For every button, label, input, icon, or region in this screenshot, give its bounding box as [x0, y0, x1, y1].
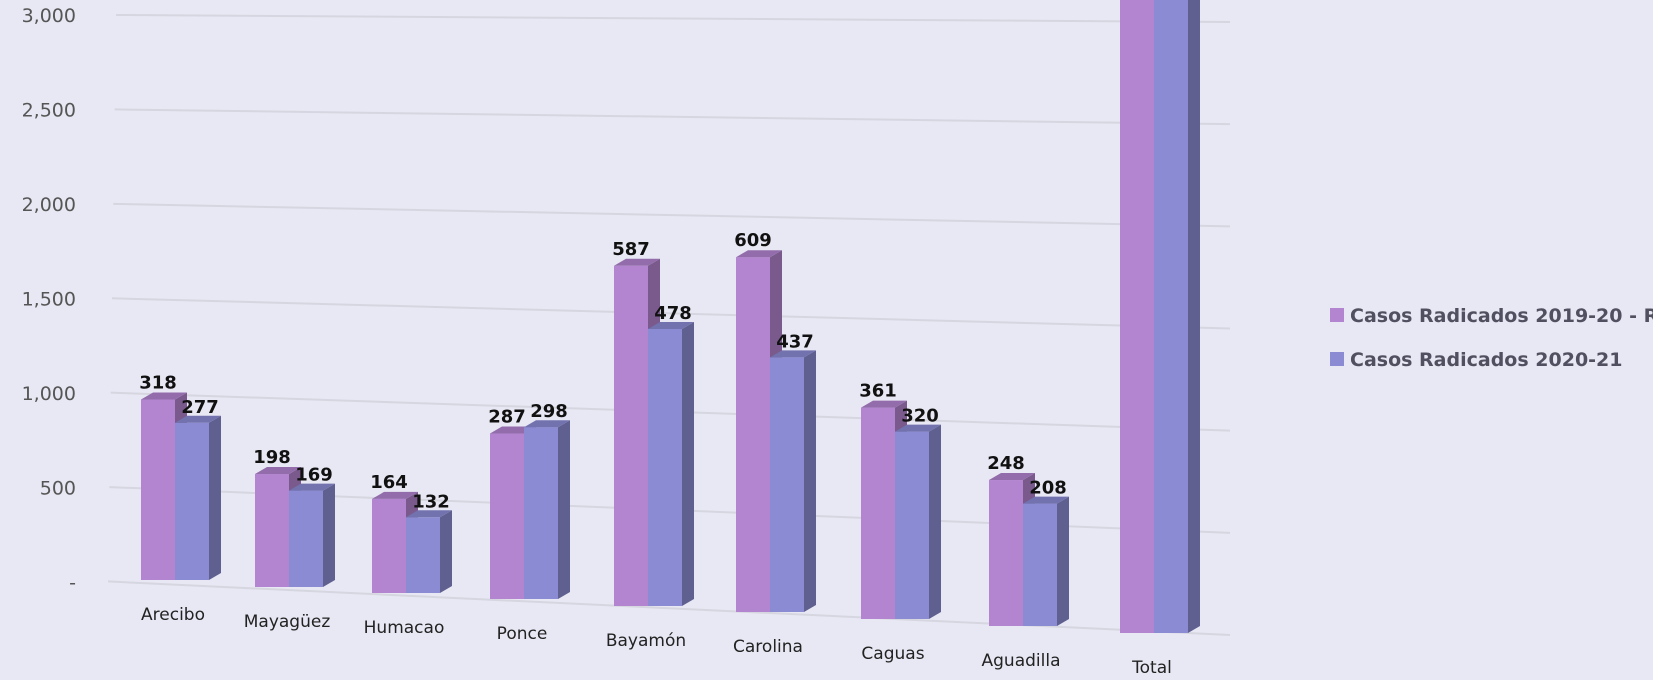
bar-s1-6-front — [861, 407, 895, 619]
bar-s2-5-top — [770, 350, 816, 358]
bar-s2-4-label: 478 — [654, 303, 692, 324]
bar-s2-0-front — [175, 422, 209, 580]
bar-s1-0-top — [141, 392, 187, 400]
bar-s1-7-label: 248 — [987, 453, 1025, 474]
bar-s2-3-label: 298 — [530, 401, 568, 422]
bar-s1-7-front — [989, 480, 1023, 626]
bar-s2-2 — [406, 510, 452, 593]
bar-s2-7-side — [1057, 496, 1069, 626]
category-label: Carolina — [733, 637, 803, 657]
bar-s1-4-top — [614, 258, 660, 266]
bar-s2-4-side — [682, 322, 694, 606]
category-label: Bayamón — [606, 631, 686, 651]
category-label: Aguadilla — [982, 651, 1061, 671]
category-label: Caguas — [861, 644, 924, 664]
bar-s2-3-top — [524, 420, 570, 428]
bar-s1-0-front — [141, 399, 175, 580]
bar-s2-1 — [289, 483, 335, 587]
bar-s1-6-top — [861, 400, 907, 408]
y-tick-label: 3,000 — [22, 5, 76, 27]
bar-s2-1-side — [323, 483, 335, 587]
bar-s1-1-top — [255, 467, 301, 474]
bar-s2-2-side — [440, 510, 452, 593]
bar-s2-1-label: 169 — [295, 465, 333, 486]
y-tick-label: 1,500 — [22, 289, 76, 311]
x-axis-categories: Arecibo Mayagüez Humacao Ponce Bayamón Caroli… — [141, 605, 1172, 678]
gridline-2500 — [114, 108, 1231, 126]
bar-s2-4 — [648, 322, 694, 606]
bar-s2-7-top — [1023, 496, 1069, 504]
bar-s1-5-front — [736, 257, 770, 612]
bar-s1-1-front — [255, 474, 289, 587]
gridline-1500 — [111, 297, 1231, 330]
y-axis-ticks: - 500 1,000 1,500 2,000 2,500 3,000 — [22, 5, 76, 594]
bar-s2-5 — [770, 350, 816, 612]
y-tick-label: 500 — [40, 478, 76, 500]
bar-s2-3-front — [524, 427, 558, 599]
bar-s2-5-front — [770, 357, 804, 612]
y-tick-label: - — [69, 572, 76, 594]
bar-s2-6-top — [895, 424, 941, 432]
bar-s1-5-top — [736, 250, 782, 258]
category-label: Mayagüez — [244, 612, 331, 632]
bar-s2-4-top — [648, 322, 694, 329]
bar-s2-0-label: 277 — [181, 397, 219, 418]
bar-s2-6-label: 320 — [901, 406, 939, 427]
bar-s2-7-front — [1023, 503, 1057, 626]
y-tick-label: 2,500 — [22, 100, 76, 122]
bar-s2-8-side — [1188, 0, 1200, 633]
bar-s1-4-front — [614, 265, 648, 606]
legend: Casos Radicados 2019-20 - R Casos Radicad… — [1330, 305, 1653, 371]
bars — [141, 0, 1200, 633]
bar-s2-4-front — [648, 328, 682, 606]
bar-s2-3-side — [558, 420, 570, 599]
bar-s2-8 — [1154, 0, 1200, 633]
bar-s2-5-side — [804, 350, 816, 612]
y-tick-label: 1,000 — [22, 383, 76, 405]
bar-s2-0-top — [175, 415, 221, 423]
bar-s2-8-front — [1154, 0, 1188, 633]
category-label: Ponce — [497, 624, 548, 644]
bar-s2-1-front — [289, 490, 323, 587]
legend-swatch-2 — [1330, 352, 1344, 366]
bar-s1-2-top — [372, 491, 418, 499]
gridline-2000 — [113, 202, 1231, 228]
bar-s2-6 — [895, 424, 941, 619]
legend-label-1: Casos Radicados 2019-20 - R — [1350, 305, 1653, 327]
bar-s1-0-label: 318 — [139, 373, 177, 394]
bar-s2-5-label: 437 — [776, 331, 814, 352]
bar-s1-2-label: 164 — [370, 472, 408, 493]
bar-s1-8-front — [1120, 0, 1154, 633]
gridline-3000 — [115, 13, 1231, 23]
bar-s2-3 — [524, 420, 570, 599]
category-label: Total — [1131, 658, 1172, 678]
bar-s1-4-label: 587 — [612, 239, 650, 260]
bar-s1-3-label: 287 — [488, 407, 526, 428]
bar-s2-2-top — [406, 510, 452, 518]
bar-s1-3-front — [490, 433, 524, 599]
bar-s2-2-front — [406, 517, 440, 593]
bar-s2-0-side — [209, 415, 221, 580]
gridline-0 — [107, 580, 1231, 636]
bar-s2-7-label: 208 — [1029, 478, 1067, 499]
bar-s2-2-label: 132 — [412, 491, 450, 512]
bar-s1-7-top — [989, 473, 1035, 480]
bar-s1-1-label: 198 — [253, 447, 291, 468]
bar-s2-7 — [1023, 496, 1069, 626]
category-label: Humacao — [364, 618, 445, 638]
bar-s2-6-front — [895, 431, 929, 619]
bar-s2-6-side — [929, 424, 941, 619]
bar-s2-0 — [175, 415, 221, 580]
legend-swatch-1 — [1330, 308, 1344, 322]
bar-s2-1-top — [289, 483, 335, 491]
bar-s1-6-label: 361 — [859, 381, 897, 402]
y-tick-label: 2,000 — [22, 194, 76, 216]
legend-label-2: Casos Radicados 2020-21 — [1350, 349, 1623, 371]
bar-s1-5-label: 609 — [734, 230, 772, 251]
category-label: Arecibo — [141, 605, 205, 625]
bar-s1-2-front — [372, 498, 406, 593]
